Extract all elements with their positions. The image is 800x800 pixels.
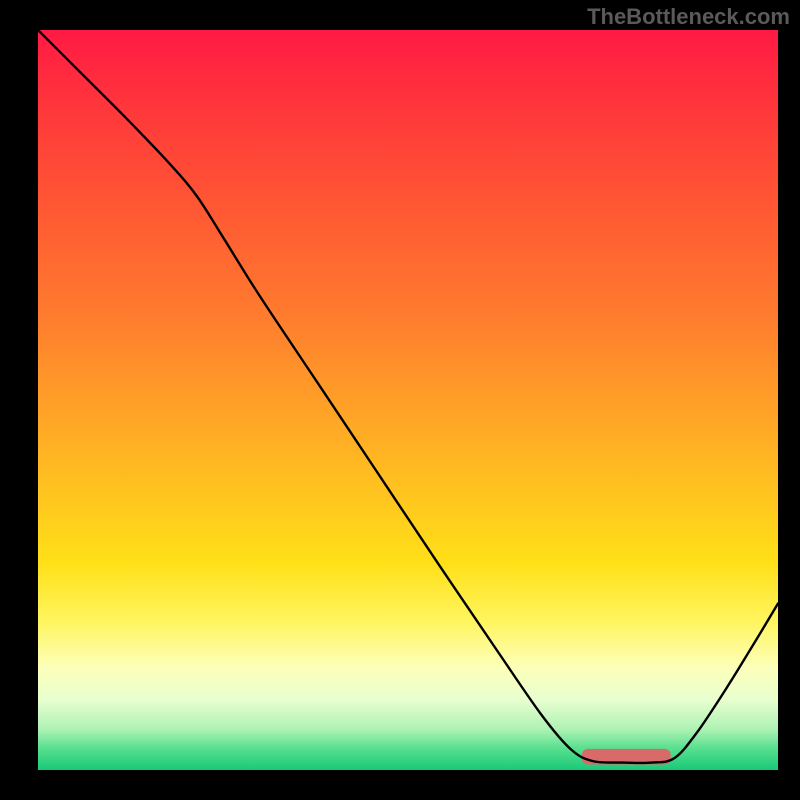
bottleneck-chart (0, 0, 800, 800)
watermark-text: TheBottleneck.com (587, 4, 790, 30)
